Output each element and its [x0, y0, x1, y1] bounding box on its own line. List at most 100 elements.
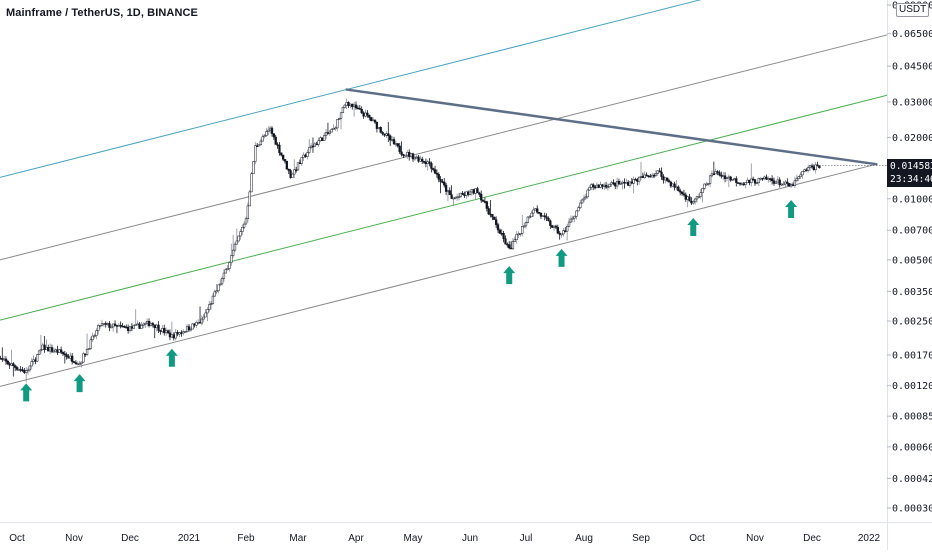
candle-body — [39, 349, 43, 352]
candle — [636, 177, 639, 186]
candle-body — [515, 234, 518, 240]
candle — [187, 324, 191, 332]
candle-body — [219, 283, 222, 286]
candle-body — [443, 181, 446, 186]
candle-body — [215, 290, 218, 293]
candle-body — [537, 212, 541, 214]
candle — [647, 175, 650, 178]
candle — [467, 190, 470, 197]
candle — [373, 119, 377, 124]
candle-body — [710, 173, 714, 177]
candle — [209, 301, 213, 310]
candle — [72, 360, 76, 363]
candle — [197, 319, 200, 325]
candle-body — [12, 363, 15, 367]
candle-body — [647, 175, 650, 178]
candle-body — [19, 369, 22, 371]
candle — [580, 198, 584, 204]
candle-body — [93, 335, 96, 337]
candle — [215, 283, 218, 295]
candle-body — [599, 184, 602, 188]
candle-body — [770, 178, 774, 181]
candle-body — [784, 181, 787, 185]
candle — [424, 158, 428, 168]
candle-body — [34, 359, 37, 362]
candle — [117, 322, 120, 327]
candle — [426, 159, 429, 171]
candle — [669, 180, 673, 188]
candle-body — [270, 127, 274, 134]
candle — [494, 216, 498, 229]
candle-body — [725, 177, 729, 179]
candle — [140, 321, 143, 329]
candle-body — [402, 154, 405, 156]
candle-body — [72, 361, 76, 363]
candle — [625, 178, 628, 184]
candle-body — [345, 102, 348, 106]
candle — [595, 182, 599, 189]
candle — [615, 177, 619, 190]
candle-body — [718, 172, 721, 176]
candle-body — [470, 189, 474, 193]
candle — [573, 215, 576, 223]
candle-body — [686, 196, 689, 200]
candle — [778, 177, 781, 188]
candle — [4, 356, 8, 365]
x-tick-label: Nov — [746, 533, 764, 544]
candle-body — [161, 327, 164, 332]
candle — [722, 171, 725, 180]
candle — [321, 137, 324, 141]
candle-body — [541, 215, 544, 217]
candle — [566, 224, 569, 241]
candle-body — [566, 225, 569, 232]
candle — [450, 185, 453, 199]
candle — [774, 180, 778, 184]
candle-body — [625, 182, 628, 184]
candle-body — [534, 208, 537, 211]
candle-body — [569, 218, 573, 223]
candle-body — [102, 323, 106, 325]
candle — [755, 181, 759, 185]
candle — [667, 178, 671, 183]
candle-body — [26, 369, 30, 372]
candle-body — [649, 175, 652, 178]
candle-body — [564, 230, 567, 232]
candle — [417, 154, 420, 163]
candle-body — [379, 126, 382, 133]
currency-badge[interactable]: USDT — [896, 3, 930, 17]
candle-body — [737, 182, 740, 184]
candle — [248, 190, 251, 207]
candle — [537, 211, 541, 215]
candle — [638, 176, 641, 185]
candle — [446, 189, 450, 202]
candle-body — [324, 132, 328, 136]
candle — [673, 181, 676, 191]
candle — [626, 180, 630, 186]
candle-body — [252, 161, 255, 175]
candle — [577, 205, 580, 212]
candle-body — [315, 143, 318, 146]
candle-body — [763, 176, 766, 179]
candle-body — [679, 190, 682, 193]
candle — [119, 321, 122, 329]
candle — [476, 186, 479, 194]
candle — [36, 353, 39, 363]
candle — [32, 355, 35, 365]
candle — [679, 188, 682, 196]
candle-body — [76, 363, 79, 366]
candle-body — [104, 323, 107, 325]
candle — [87, 348, 91, 350]
candle-body — [78, 363, 81, 365]
candle — [582, 194, 586, 203]
candle — [519, 233, 522, 237]
candle — [556, 224, 559, 234]
candle — [547, 216, 550, 222]
candle-body — [319, 137, 322, 141]
candle-body — [396, 143, 399, 147]
candle — [539, 212, 543, 219]
candle — [463, 191, 466, 198]
